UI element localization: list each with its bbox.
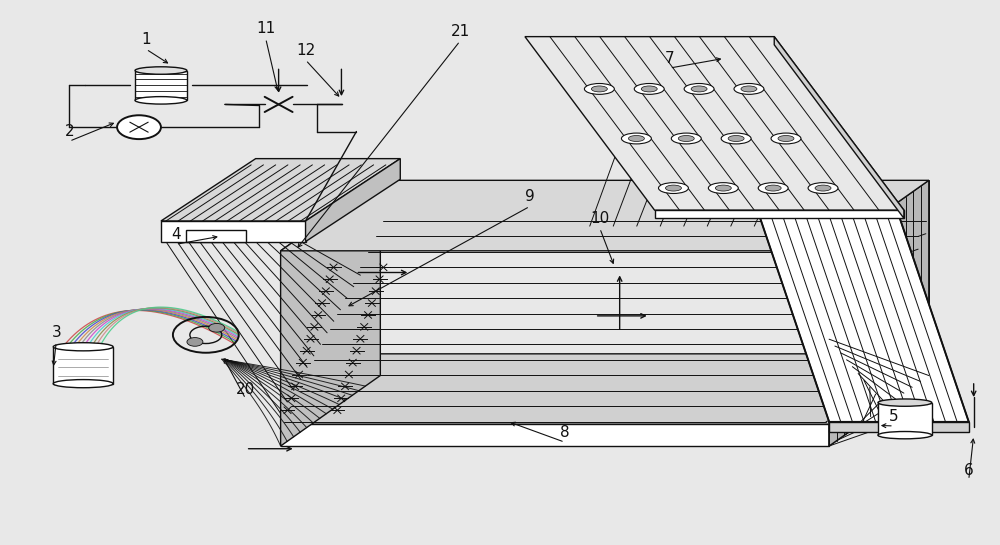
Polygon shape	[161, 221, 306, 241]
Ellipse shape	[721, 133, 751, 144]
Ellipse shape	[665, 185, 681, 191]
Ellipse shape	[53, 379, 113, 387]
Polygon shape	[281, 180, 380, 446]
Text: 7: 7	[665, 51, 674, 66]
Ellipse shape	[778, 136, 794, 142]
Ellipse shape	[53, 343, 113, 351]
Ellipse shape	[758, 183, 788, 193]
Text: 4: 4	[171, 227, 181, 242]
Ellipse shape	[734, 83, 764, 94]
Polygon shape	[829, 180, 929, 446]
Ellipse shape	[135, 67, 187, 74]
Text: 2: 2	[64, 124, 74, 139]
Polygon shape	[306, 159, 400, 241]
Polygon shape	[878, 403, 932, 435]
Polygon shape	[655, 210, 904, 219]
Ellipse shape	[135, 96, 187, 104]
Polygon shape	[281, 180, 929, 251]
Polygon shape	[829, 422, 969, 432]
Polygon shape	[161, 159, 400, 221]
Text: 20: 20	[236, 382, 255, 397]
Polygon shape	[829, 354, 929, 446]
Polygon shape	[759, 216, 969, 422]
Ellipse shape	[684, 83, 714, 94]
Ellipse shape	[634, 83, 664, 94]
Ellipse shape	[715, 185, 731, 191]
Text: 12: 12	[296, 43, 315, 58]
Ellipse shape	[658, 183, 688, 193]
Text: 21: 21	[450, 24, 470, 39]
Ellipse shape	[628, 136, 644, 142]
Circle shape	[117, 115, 161, 139]
Text: 11: 11	[256, 21, 275, 36]
Circle shape	[187, 337, 203, 346]
Ellipse shape	[808, 183, 838, 193]
Polygon shape	[774, 37, 904, 219]
Polygon shape	[281, 354, 929, 425]
Ellipse shape	[691, 86, 707, 92]
Ellipse shape	[584, 83, 614, 94]
Ellipse shape	[591, 86, 607, 92]
Ellipse shape	[621, 133, 651, 144]
Ellipse shape	[678, 136, 694, 142]
Text: 6: 6	[964, 463, 974, 478]
Polygon shape	[186, 229, 246, 241]
Text: 5: 5	[889, 409, 899, 423]
Polygon shape	[135, 70, 187, 100]
Ellipse shape	[741, 86, 757, 92]
Ellipse shape	[765, 185, 781, 191]
Ellipse shape	[878, 432, 932, 439]
Text: 10: 10	[590, 211, 609, 226]
Ellipse shape	[641, 86, 657, 92]
Polygon shape	[53, 347, 113, 384]
Ellipse shape	[708, 183, 738, 193]
Ellipse shape	[728, 136, 744, 142]
Circle shape	[209, 323, 225, 332]
Ellipse shape	[671, 133, 701, 144]
Ellipse shape	[815, 185, 831, 191]
Ellipse shape	[771, 133, 801, 144]
Polygon shape	[281, 425, 829, 446]
Text: 8: 8	[560, 425, 570, 440]
Ellipse shape	[878, 399, 932, 406]
Text: 3: 3	[51, 325, 61, 340]
Polygon shape	[525, 37, 904, 210]
Text: 9: 9	[525, 189, 535, 204]
Text: 1: 1	[141, 32, 151, 47]
